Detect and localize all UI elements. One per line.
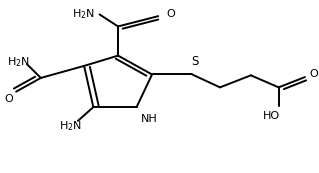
Text: H$_2$N: H$_2$N — [72, 7, 95, 21]
Text: O: O — [309, 70, 318, 79]
Text: H$_2$N: H$_2$N — [7, 56, 30, 69]
Text: NH: NH — [141, 114, 158, 124]
Text: S: S — [192, 56, 199, 69]
Text: H$_2$N: H$_2$N — [59, 119, 82, 133]
Text: HO: HO — [263, 111, 279, 121]
Text: O: O — [4, 94, 13, 104]
Text: O: O — [166, 9, 175, 19]
